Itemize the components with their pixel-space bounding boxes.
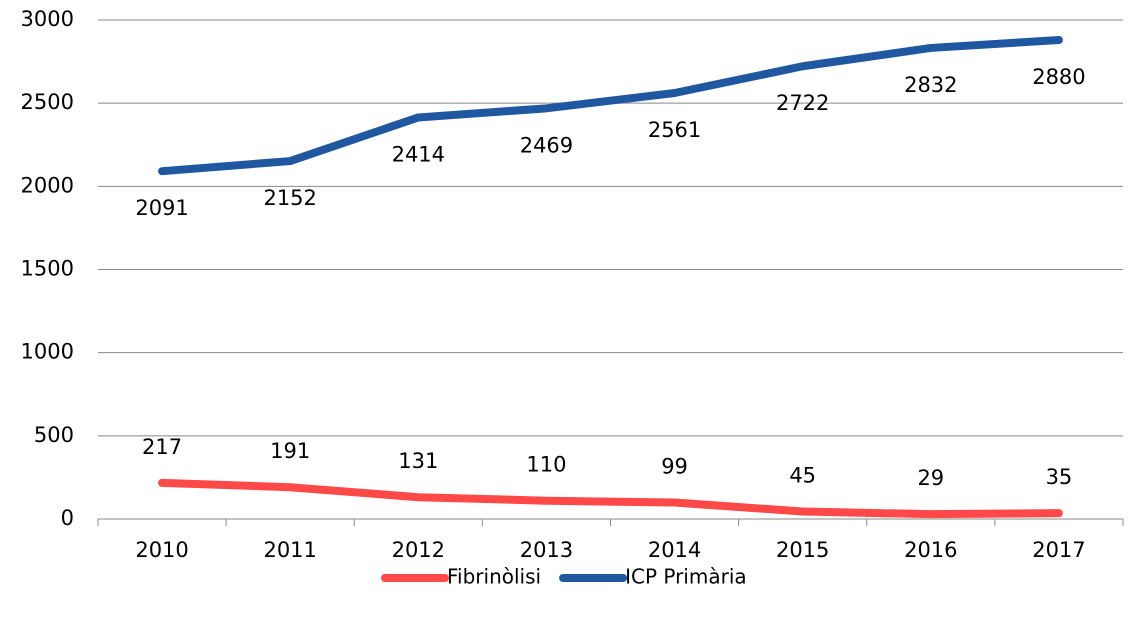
x-tick-label: 2010 (135, 538, 188, 562)
data-label: 2722 (776, 91, 829, 115)
series-line (158, 478, 1063, 519)
x-tick-label: 2015 (776, 538, 829, 562)
y-tick-label: 1000 (21, 340, 74, 364)
legend-label: Fibrinòlisi (447, 565, 541, 589)
data-label: 2469 (520, 133, 573, 157)
data-label: 110 (526, 453, 566, 477)
y-tick-label: 0 (61, 506, 74, 530)
y-tick-label: 2000 (21, 173, 74, 197)
data-label: 2880 (1032, 65, 1085, 89)
data-label: 2091 (135, 196, 188, 220)
data-label: 191 (270, 439, 310, 463)
x-tick-label: 2014 (648, 538, 701, 562)
x-tick-label: 2016 (904, 538, 957, 562)
data-label: 2561 (648, 118, 701, 142)
y-tick-label: 1500 (21, 257, 74, 281)
data-label: 35 (1046, 465, 1073, 489)
data-label: 2832 (904, 73, 957, 97)
y-tick-label: 3000 (21, 7, 74, 31)
data-label: 45 (789, 464, 816, 488)
legend-label: ICP Primària (625, 565, 747, 589)
x-tick-label: 2013 (520, 538, 573, 562)
data-label: 29 (917, 466, 944, 490)
x-tick-label: 2017 (1032, 538, 1085, 562)
x-tick-label: 2012 (392, 538, 445, 562)
data-label: 99 (661, 455, 688, 479)
data-label: 131 (398, 449, 438, 473)
y-tick-label: 500 (34, 423, 74, 447)
series-line (158, 35, 1063, 176)
data-label: 2152 (263, 186, 316, 210)
y-tick-label: 2500 (21, 90, 74, 114)
data-label: 2414 (392, 142, 445, 166)
data-label: 217 (142, 435, 182, 459)
x-tick-label: 2011 (263, 538, 316, 562)
